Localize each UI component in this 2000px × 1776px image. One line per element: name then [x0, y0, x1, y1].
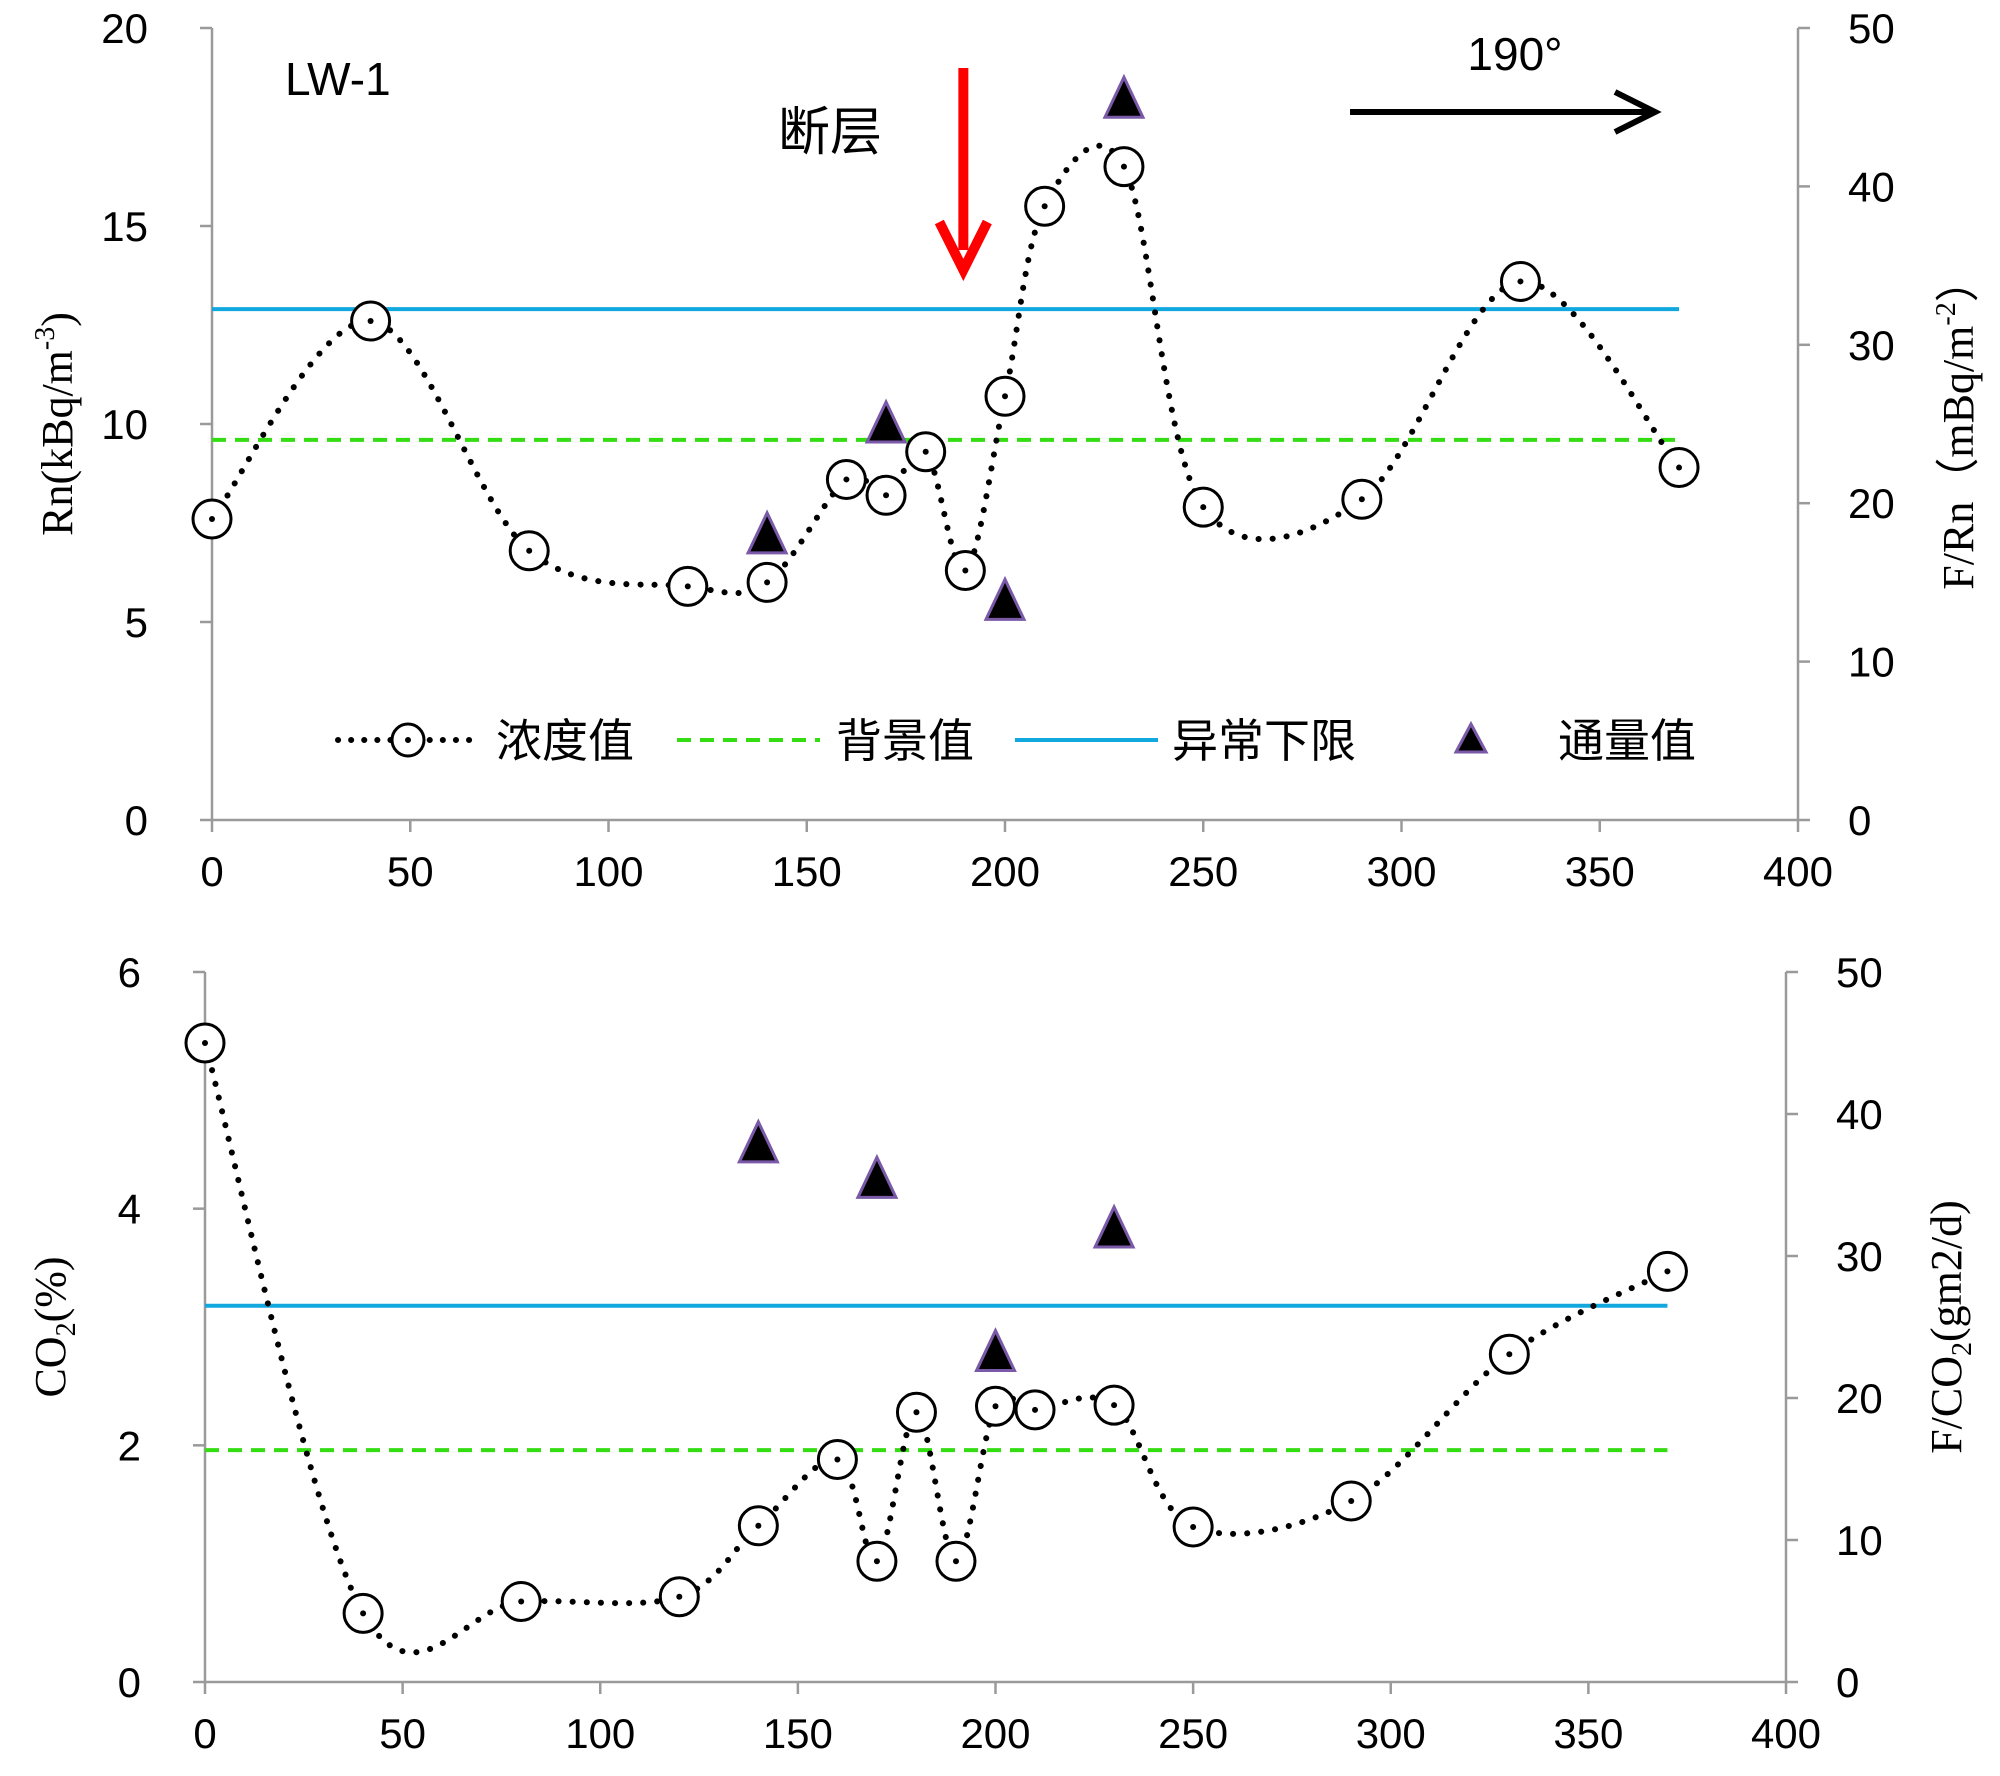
- concentration-point-dot: [1676, 464, 1683, 471]
- concentration-point-dot: [1348, 1497, 1355, 1504]
- concentration-point-dot: [843, 476, 850, 483]
- fault-label: 断层: [778, 104, 882, 162]
- right-y-tick-label: 20: [1848, 480, 1895, 527]
- legend: 浓度值 背景值 异常下限 通量值: [335, 715, 1696, 767]
- concentration-point-dot: [1032, 1406, 1039, 1413]
- legend-concentration-marker-dot: [405, 737, 411, 743]
- x-tick-label: 200: [960, 1710, 1030, 1757]
- flux-point: [864, 398, 908, 444]
- concentration-point-dot: [755, 1522, 762, 1529]
- left-y-axis-title: Rn(kBq/m-3): [30, 312, 82, 536]
- legend-label: 背景值: [836, 715, 974, 767]
- left-y-axis-title: CO2(%): [26, 1256, 82, 1397]
- concentration-point-dot: [1111, 1402, 1118, 1409]
- concentration-point-dot: [873, 1558, 880, 1565]
- legend-label: 浓度值: [496, 715, 634, 767]
- x-tick-label: 300: [1366, 848, 1436, 895]
- concentration-point-dot: [962, 567, 969, 574]
- right-y-tick-label: 20: [1836, 1375, 1883, 1422]
- x-tick-label: 250: [1168, 848, 1238, 895]
- x-tick-label: 300: [1356, 1710, 1426, 1757]
- concentration-point-dot: [360, 1610, 367, 1617]
- left-y-tick-label: 5: [125, 599, 148, 646]
- left-y-tick-label: 10: [101, 401, 148, 448]
- x-tick-label: 200: [970, 848, 1040, 895]
- concentration-point-dot: [526, 547, 533, 554]
- right-y-tick-label: 0: [1848, 797, 1871, 844]
- concentration-point-dot: [367, 318, 374, 325]
- flux-point: [1102, 73, 1146, 119]
- concentration-point-dot: [992, 1403, 999, 1410]
- left-y-tick-label: 0: [125, 797, 148, 844]
- right-y-tick-label: 10: [1836, 1517, 1883, 1564]
- concentration-point-dot: [1041, 203, 1048, 210]
- concentration-point-dot: [834, 1456, 841, 1463]
- right-y-tick-label: 30: [1836, 1233, 1883, 1280]
- left-y-tick-label: 2: [118, 1422, 141, 1469]
- right-y-tick-label: 0: [1836, 1659, 1859, 1706]
- concentration-point-dot: [913, 1409, 920, 1416]
- concentration-point-dot: [1200, 504, 1207, 511]
- legend-label: 异常下限: [1172, 715, 1356, 767]
- right-y-tick-label: 50: [1836, 949, 1883, 996]
- right-y-tick-label: 40: [1836, 1091, 1883, 1138]
- concentration-curve: [209, 142, 1683, 597]
- flux-point: [974, 1327, 1017, 1373]
- concentration-point-dot: [922, 448, 929, 455]
- bottom-chart-panel: 0 50 100 150 200 250 300 350 400 0 2 4 6 0 10 20 30 40 50 C…: [26, 949, 1978, 1757]
- flux-point: [1092, 1203, 1136, 1249]
- concentration-point-dot: [1002, 393, 1008, 400]
- concentration-point-dot: [1664, 1268, 1671, 1275]
- right-y-tick-label: 10: [1848, 639, 1895, 686]
- concentration-point-dot: [202, 1040, 208, 1046]
- concentration-point-dot: [1358, 496, 1365, 503]
- right-y-axis-title: F/CO2(gm2/d): [1922, 1200, 1978, 1454]
- legend-label: 通量值: [1558, 715, 1696, 767]
- flux-point: [855, 1153, 899, 1199]
- right-y-axis-title: F/Rn（mBq/m-2）: [1931, 258, 1983, 589]
- right-y-tick-label: 40: [1848, 163, 1895, 210]
- x-tick-label: 100: [573, 848, 643, 895]
- x-tick-label: 0: [200, 848, 223, 895]
- concentration-point-dot: [952, 1558, 959, 1565]
- legend-flux-swatch: [1453, 720, 1489, 754]
- right-y-tick-label: 50: [1848, 5, 1895, 52]
- x-tick-label: 150: [772, 848, 842, 895]
- concentration-point-dot: [676, 1593, 683, 1600]
- concentration-point-dot: [883, 492, 890, 499]
- site-label: LW-1: [285, 53, 391, 105]
- x-tick-label: 400: [1763, 848, 1833, 895]
- concentration-point-dot: [684, 583, 691, 590]
- direction-arrow-head: [1613, 89, 1662, 135]
- concentration-point-dot: [209, 516, 215, 523]
- direction-label: 190°: [1467, 28, 1562, 80]
- x-tick-label: 350: [1565, 848, 1635, 895]
- x-tick-label: 350: [1553, 1710, 1623, 1757]
- left-y-tick-label: 20: [101, 5, 148, 52]
- flux-point: [983, 575, 1027, 621]
- left-y-tick-label: 4: [118, 1186, 141, 1233]
- concentration-point-dot: [1506, 1351, 1513, 1358]
- left-y-tick-label: 0: [118, 1659, 141, 1706]
- concentration-point-dot: [1120, 163, 1127, 170]
- concentration-point-dot: [518, 1598, 525, 1605]
- x-tick-label: 50: [387, 848, 434, 895]
- x-tick-label: 400: [1751, 1710, 1821, 1757]
- left-y-tick-label: 15: [101, 203, 148, 250]
- fault-arrow-head: [934, 219, 992, 282]
- concentration-point-dot: [1190, 1523, 1197, 1530]
- x-tick-label: 50: [379, 1710, 426, 1757]
- concentration-point-dot: [764, 579, 771, 586]
- x-tick-label: 150: [763, 1710, 833, 1757]
- x-tick-label: 250: [1158, 1710, 1228, 1757]
- x-tick-label: 0: [193, 1710, 216, 1757]
- top-chart-panel: 0 50 100 150 200 250 300 350 4000510152001020304…: [30, 5, 1983, 895]
- left-y-tick-label: 6: [118, 949, 141, 996]
- x-tick-label: 100: [565, 1710, 635, 1757]
- right-y-tick-label: 30: [1848, 322, 1895, 369]
- flux-point: [736, 1118, 780, 1164]
- concentration-point-dot: [1517, 278, 1524, 285]
- flux-point: [745, 509, 789, 555]
